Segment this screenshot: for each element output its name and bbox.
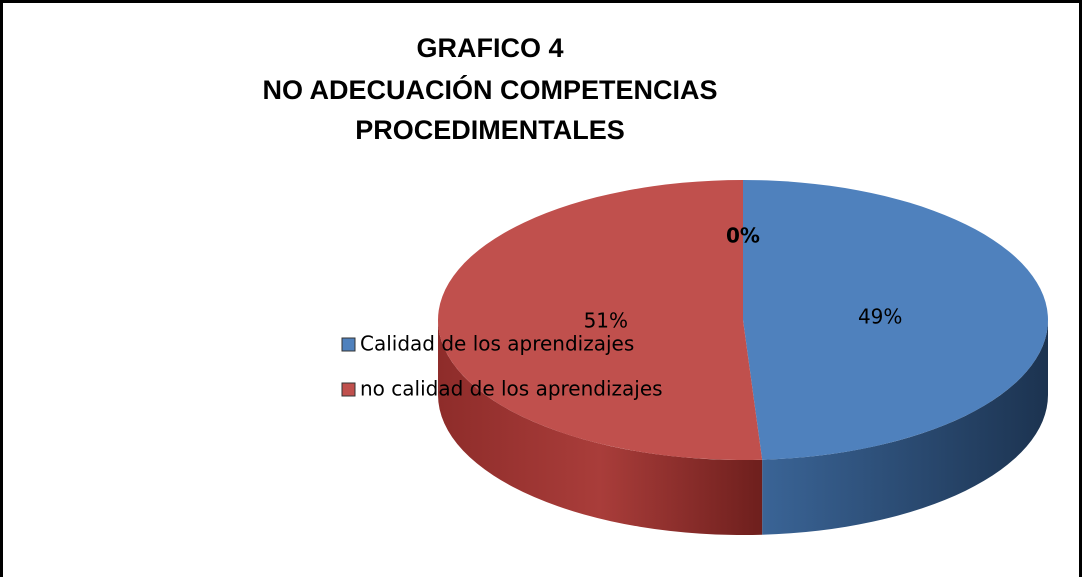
value-label: 49% [858, 305, 902, 329]
legend-label: no calidad de los aprendizajes [360, 377, 663, 401]
chart-title: NO ADECUACIÓN COMPETENCIAS [262, 74, 717, 105]
slice [743, 180, 1049, 460]
value-label: 51% [584, 308, 628, 332]
chart-title: PROCEDIMENTALES [355, 115, 625, 145]
slice-side [438, 320, 763, 535]
chart-title: GRAFICO 4 [416, 33, 563, 63]
legend-swatch [341, 337, 356, 352]
slice-side [762, 320, 1049, 535]
slice [438, 180, 763, 460]
legend-label: Calidad de los aprendizajes [360, 332, 634, 356]
value-label: 0% [726, 224, 760, 248]
legend-swatch [341, 382, 356, 397]
